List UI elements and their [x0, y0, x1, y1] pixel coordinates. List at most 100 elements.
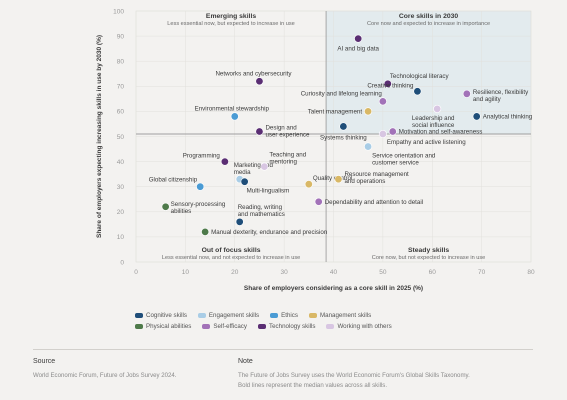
point-label: Manual dexterity, endurance and precisio… — [211, 229, 328, 236]
point-label: Global citizenship — [149, 177, 198, 184]
y-tick-label: 90 — [117, 33, 125, 40]
x-tick-label: 0 — [134, 269, 138, 276]
y-tick-label: 80 — [117, 59, 125, 66]
note-text-line-1: The Future of Jobs Survey uses the World… — [238, 372, 470, 379]
legend-swatch — [326, 324, 335, 329]
data-point — [378, 129, 387, 138]
point-label: Programming — [183, 153, 221, 160]
legend-swatch — [197, 313, 206, 318]
point-label: Multi-lingualism — [247, 188, 290, 195]
point-label: Technological literacy — [390, 73, 450, 80]
quadrant-title: Steady skills — [408, 247, 449, 254]
legend-item: Cognitive skills — [135, 312, 187, 319]
quadrant-title: Out of focus skills — [202, 247, 261, 254]
x-tick-label: 70 — [478, 269, 486, 276]
data-point — [339, 122, 348, 131]
data-point — [161, 202, 170, 211]
legend-label: Cognitive skills — [146, 312, 187, 319]
data-point — [304, 180, 313, 189]
legend-label: Self-efficacy — [213, 323, 247, 330]
legend-swatch — [202, 324, 211, 329]
data-point — [196, 182, 205, 191]
data-point — [255, 77, 264, 86]
point-label: Quality control — [313, 175, 353, 182]
point-label: Design and user experience — [265, 124, 310, 138]
y-axis-title: Share of employers expecting increasing … — [96, 35, 103, 238]
legend-label: Technology skills — [269, 323, 316, 330]
legend-item: Management skills — [309, 312, 371, 319]
data-point — [364, 107, 373, 116]
legend-label: Ethics — [281, 312, 298, 319]
point-label: Systems thinking — [320, 134, 367, 141]
legend-swatch — [258, 324, 266, 329]
quadrant-title: Emerging skills — [206, 13, 256, 20]
x-tick-label: 50 — [379, 269, 387, 276]
point-label: Environmental stewardship — [195, 105, 270, 112]
legend-label: Engagement skills — [208, 312, 260, 319]
point-label: Empathy and active listening — [387, 139, 466, 146]
legend-swatch — [309, 313, 317, 318]
y-tick-label: 10 — [117, 234, 125, 241]
note-text-line-2: Bold lines represent the median values a… — [238, 382, 388, 389]
legend-swatch — [135, 324, 143, 329]
data-point — [220, 157, 229, 166]
legend-label: Management skills — [320, 312, 372, 319]
point-label: Analytical thinking — [483, 113, 533, 120]
quadrant-title: Core skills in 2030 — [399, 13, 459, 20]
source-title: Source — [33, 358, 56, 365]
point-label: AI and big data — [337, 46, 379, 53]
data-point — [314, 197, 323, 206]
y-tick-label: 70 — [117, 84, 125, 91]
y-tick-label: 100 — [113, 8, 124, 15]
point-label: Motivation and self-awareness — [399, 128, 483, 135]
legend-item: Engagement skills — [197, 312, 260, 319]
legend-item: Self-efficacy — [202, 323, 247, 330]
point-label: Creative thinking — [367, 82, 414, 89]
legend-item: Ethics — [270, 312, 298, 319]
data-point — [383, 79, 392, 88]
legend-label: Working with others — [337, 323, 392, 330]
legend-item: Physical abilities — [135, 323, 191, 330]
data-point — [260, 162, 269, 171]
data-point — [201, 227, 210, 236]
y-tick-label: 0 — [120, 259, 124, 266]
x-tick-label: 30 — [281, 269, 289, 276]
y-tick-label: 40 — [117, 159, 125, 166]
y-tick-label: 30 — [117, 184, 125, 191]
point-label: Reading, writing and mathematics — [238, 204, 285, 218]
data-point — [334, 175, 343, 184]
x-tick-label: 80 — [527, 269, 535, 276]
source-text: World Economic Forum, Future of Jobs Sur… — [33, 372, 177, 379]
quadrant-subtitle: Core now and expected to increase in imp… — [367, 21, 490, 27]
legend-item: Working with others — [326, 323, 392, 330]
core-quadrant-shading — [326, 11, 531, 134]
legend-item: Technology skills — [258, 323, 315, 330]
point-label: Sensory-processing abilities — [171, 201, 226, 215]
legend-swatch — [135, 313, 143, 318]
point-label: Curiosity and lifelong learning — [301, 90, 383, 97]
x-tick-label: 60 — [429, 269, 437, 276]
x-tick-label: 40 — [330, 269, 338, 276]
data-point — [378, 97, 387, 106]
point-label: Talent management — [308, 108, 363, 115]
data-point — [388, 127, 397, 136]
legend-label: Physical abilities — [146, 323, 192, 330]
data-point — [433, 104, 442, 113]
y-tick-label: 50 — [117, 134, 125, 141]
x-tick-label: 20 — [231, 269, 239, 276]
data-point — [255, 127, 264, 136]
data-point — [230, 112, 239, 121]
data-point — [472, 112, 481, 121]
note-title: Note — [238, 358, 253, 365]
quadrant-subtitle: Less essential now, and not expected to … — [162, 255, 300, 261]
data-point — [413, 87, 422, 96]
point-label: Teaching and mentoring — [269, 152, 306, 166]
skills-scatter-chart: 0 10 20 30 40 50 60 70 80 0 10 20 30 40 50 60 70 80 90 100 E… — [96, 8, 535, 292]
x-tick-label: 10 — [182, 269, 190, 276]
point-label: Marketing and media — [234, 162, 274, 176]
data-point — [354, 34, 363, 43]
legend-swatch — [270, 313, 279, 318]
point-label: Service orientation and customer service — [372, 153, 436, 167]
data-point — [240, 177, 249, 186]
point-label: Resource management and operations — [344, 171, 409, 185]
